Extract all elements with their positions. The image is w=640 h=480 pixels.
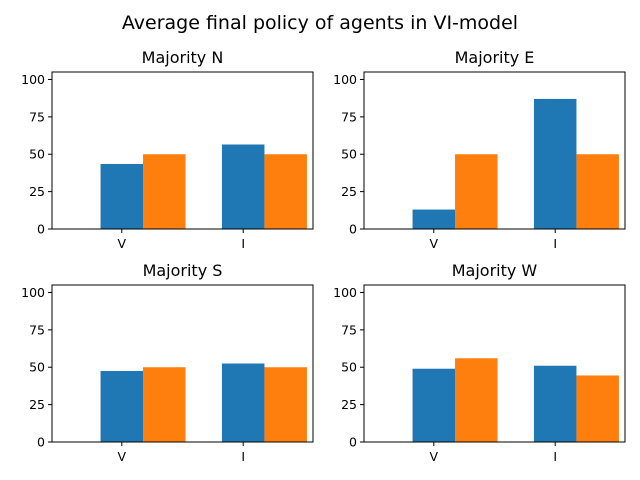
y-tick-label: 25: [29, 184, 45, 199]
y-tick-label: 100: [333, 285, 357, 300]
bar-V-series-2: [143, 367, 186, 442]
subplot-title: Majority E: [455, 48, 535, 67]
bar-V-series-1: [100, 370, 144, 442]
bar-I-series-2: [576, 375, 619, 442]
bar-V-series-2: [455, 358, 498, 442]
bar-V-series-1: [412, 209, 456, 229]
x-tick-label: V: [430, 449, 439, 464]
bar-V-series-1: [412, 368, 456, 442]
y-tick-label: 0: [349, 222, 357, 237]
subplot-title: Majority S: [143, 261, 223, 280]
axes-frame: [363, 71, 626, 230]
y-tick-label: 75: [29, 109, 45, 124]
subplot-4: Majority W 0 25 50 75 100 V I: [333, 261, 626, 464]
axes-frame: [363, 284, 626, 443]
y-tick-label: 50: [341, 360, 357, 375]
subplot-title: Majority N: [142, 48, 224, 67]
y-tick-label: 75: [341, 322, 357, 337]
x-tick-label: I: [241, 236, 245, 251]
bar-I-series-1: [221, 144, 265, 229]
y-tick-label: 25: [29, 397, 45, 412]
axes-frame: [51, 284, 314, 443]
x-tick-label: V: [118, 236, 127, 251]
y-tick-label: 50: [29, 360, 45, 375]
y-tick-label: 25: [341, 397, 357, 412]
x-tick-label: V: [430, 236, 439, 251]
y-tick-label: 75: [341, 109, 357, 124]
subplot-grid: Majority N 0 25 50 75 100 V I Majority E 0 25 50 75 1…: [21, 48, 626, 464]
bar-I-series-2: [264, 154, 307, 229]
x-tick-label: V: [118, 449, 127, 464]
x-tick-label: I: [553, 449, 557, 464]
bar-V-series-2: [143, 154, 186, 229]
bar-I-series-2: [264, 367, 307, 442]
bar-I-series-1: [533, 98, 577, 230]
y-tick-label: 100: [333, 72, 357, 87]
bar-V-series-1: [100, 163, 144, 229]
axes-frame: [51, 71, 314, 230]
bar-I-series-2: [576, 154, 619, 229]
subplot-1: Majority N 0 25 50 75 100 V I: [21, 48, 314, 251]
y-tick-label: 0: [349, 435, 357, 450]
y-tick-label: 75: [29, 322, 45, 337]
subplot-title: Majority W: [452, 261, 538, 280]
bar-I-series-1: [221, 363, 265, 442]
y-tick-label: 50: [341, 147, 357, 162]
y-tick-label: 50: [29, 147, 45, 162]
y-tick-label: 0: [37, 435, 45, 450]
bar-I-series-1: [533, 365, 577, 442]
y-tick-label: 25: [341, 184, 357, 199]
y-tick-label: 0: [37, 222, 45, 237]
subplot-2: Majority E 0 25 50 75 100 V I: [333, 48, 626, 251]
x-tick-label: I: [241, 449, 245, 464]
figure-title: Average final policy of agents in VI-mod…: [122, 12, 518, 34]
bar-V-series-2: [455, 154, 498, 229]
x-tick-label: I: [553, 236, 557, 251]
subplot-3: Majority S 0 25 50 75 100 V I: [21, 261, 314, 464]
y-tick-label: 100: [21, 72, 45, 87]
y-tick-label: 100: [21, 285, 45, 300]
